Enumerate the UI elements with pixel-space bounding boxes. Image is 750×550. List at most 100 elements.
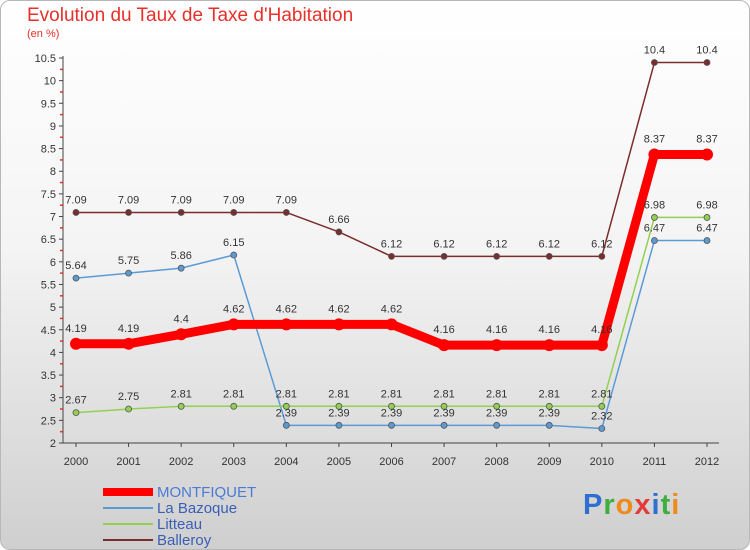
data-label: 2.32 [591, 411, 612, 423]
data-label: 2.81 [223, 388, 244, 400]
data-point [335, 421, 343, 429]
data-point [701, 148, 713, 161]
y-tick-label: 6 [50, 257, 56, 269]
data-label: 5.86 [170, 250, 191, 262]
x-tick-label: 2012 [695, 456, 719, 468]
y-tick-label: 8.5 [41, 144, 56, 156]
proxiti-logo: Proxiti [583, 489, 680, 522]
x-tick-label: 2011 [643, 456, 667, 468]
logo-letter: P [583, 489, 604, 521]
data-label: 6.12 [381, 238, 402, 250]
data-point [545, 402, 553, 410]
legend-label: Litteau [157, 516, 203, 533]
data-label: 5.75 [118, 255, 139, 267]
chart-subtitle: (en %) [27, 28, 60, 40]
data-point [598, 425, 606, 432]
data-label: 6.12 [486, 238, 507, 250]
data-point [440, 421, 448, 429]
logo-letter: r [603, 489, 616, 521]
y-tick-label: 3 [50, 393, 56, 405]
x-tick-label: 2000 [64, 456, 88, 468]
data-label: 4.62 [381, 303, 402, 315]
data-label: 2.81 [381, 388, 402, 400]
legend-label: Balleroy [157, 532, 212, 549]
y-tick-label: 2.5 [41, 415, 56, 427]
data-point [227, 318, 240, 331]
data-point [177, 402, 185, 410]
y-tick-label: 7.5 [41, 189, 56, 201]
data-point [72, 209, 80, 216]
data-point [703, 237, 711, 244]
data-point [125, 405, 132, 413]
data-point [282, 402, 290, 410]
data-label: 10.4 [644, 45, 665, 57]
data-label: 2.39 [486, 407, 507, 419]
data-label: 4.16 [591, 324, 612, 336]
data-point [598, 402, 606, 410]
logo-letter: o [615, 489, 635, 521]
data-point [438, 339, 451, 352]
data-point [598, 252, 606, 260]
legend-label: La Bazoque [157, 500, 238, 517]
data-label: 6.47 [644, 223, 665, 235]
chart-title: Evolution du Taux de Taxe d'Habitation [27, 5, 354, 26]
data-label: 7.09 [223, 194, 244, 206]
data-label: 4.4 [174, 313, 189, 325]
legend-label: MONTFIQUET [157, 484, 257, 501]
data-point [440, 252, 448, 260]
y-tick-label: 10.5 [35, 53, 56, 65]
y-tick-label: 3.5 [41, 370, 56, 382]
x-tick-label: 2006 [379, 456, 403, 468]
data-label: 8.37 [696, 133, 717, 145]
data-label: 2.39 [328, 407, 349, 419]
data-point [177, 264, 185, 272]
data-label: 7.09 [118, 194, 139, 206]
x-tick-label: 2002 [169, 456, 193, 468]
y-tick-label: 4 [50, 347, 56, 359]
data-point [703, 59, 711, 66]
y-tick-label: 5 [50, 302, 56, 314]
y-tick-label: 2 [50, 438, 56, 450]
data-point [282, 209, 290, 216]
data-label: 6.12 [591, 238, 612, 250]
y-tick-label: 5.5 [41, 279, 56, 291]
data-label: 6.98 [644, 199, 665, 211]
data-point [651, 237, 658, 244]
data-label: 2.39 [433, 407, 454, 419]
data-labels: 4.19 4.19 4.4 4.62 4.62 4.62 4.62 4.16 4.16 4.16 4… [65, 45, 717, 423]
data-label: 2.81 [591, 388, 612, 400]
data-label: 4.19 [65, 323, 86, 335]
data-point [543, 339, 556, 352]
x-tick-label: 2005 [327, 456, 351, 468]
y-tick-label: 8 [50, 166, 56, 178]
line-chart: 2 2.5 3 3.5 4 4.5 5 5.5 6 6.5 7 7.5 8 8.5 9 9.5 10 10.5 20… [35, 45, 720, 468]
data-label: 6.15 [223, 237, 244, 249]
y-tick-label: 9 [50, 121, 56, 133]
data-label: 2.81 [486, 388, 507, 400]
series-layer [70, 59, 713, 432]
data-point [648, 148, 661, 161]
data-label: 4.19 [118, 323, 139, 335]
data-label: 2.39 [276, 407, 297, 419]
x-tick-label: 2001 [116, 456, 140, 468]
data-label: 10.4 [696, 45, 717, 57]
data-label: 7.09 [276, 194, 297, 206]
data-label: 4.62 [276, 303, 297, 315]
data-label: 2.81 [539, 388, 560, 400]
data-point [282, 421, 290, 429]
x-tick-label: 2003 [222, 456, 246, 468]
x-tick-label: 2009 [537, 456, 561, 468]
data-label: 2.39 [539, 407, 560, 419]
x-tick-label: 2004 [274, 456, 298, 468]
data-label: 2.81 [276, 388, 297, 400]
data-point [70, 337, 82, 350]
data-point [72, 409, 80, 417]
data-point [175, 328, 188, 341]
x-tick-label: 2010 [590, 456, 614, 468]
data-label: 6.12 [539, 238, 560, 250]
data-label: 2.67 [65, 395, 86, 407]
axes: 2 2.5 3 3.5 4 4.5 5 5.5 6 6.5 7 7.5 8 8.5 9 9.5 10 10.5 20… [35, 53, 720, 468]
logo-letter: t [660, 489, 672, 521]
data-label: 6.98 [696, 199, 717, 211]
